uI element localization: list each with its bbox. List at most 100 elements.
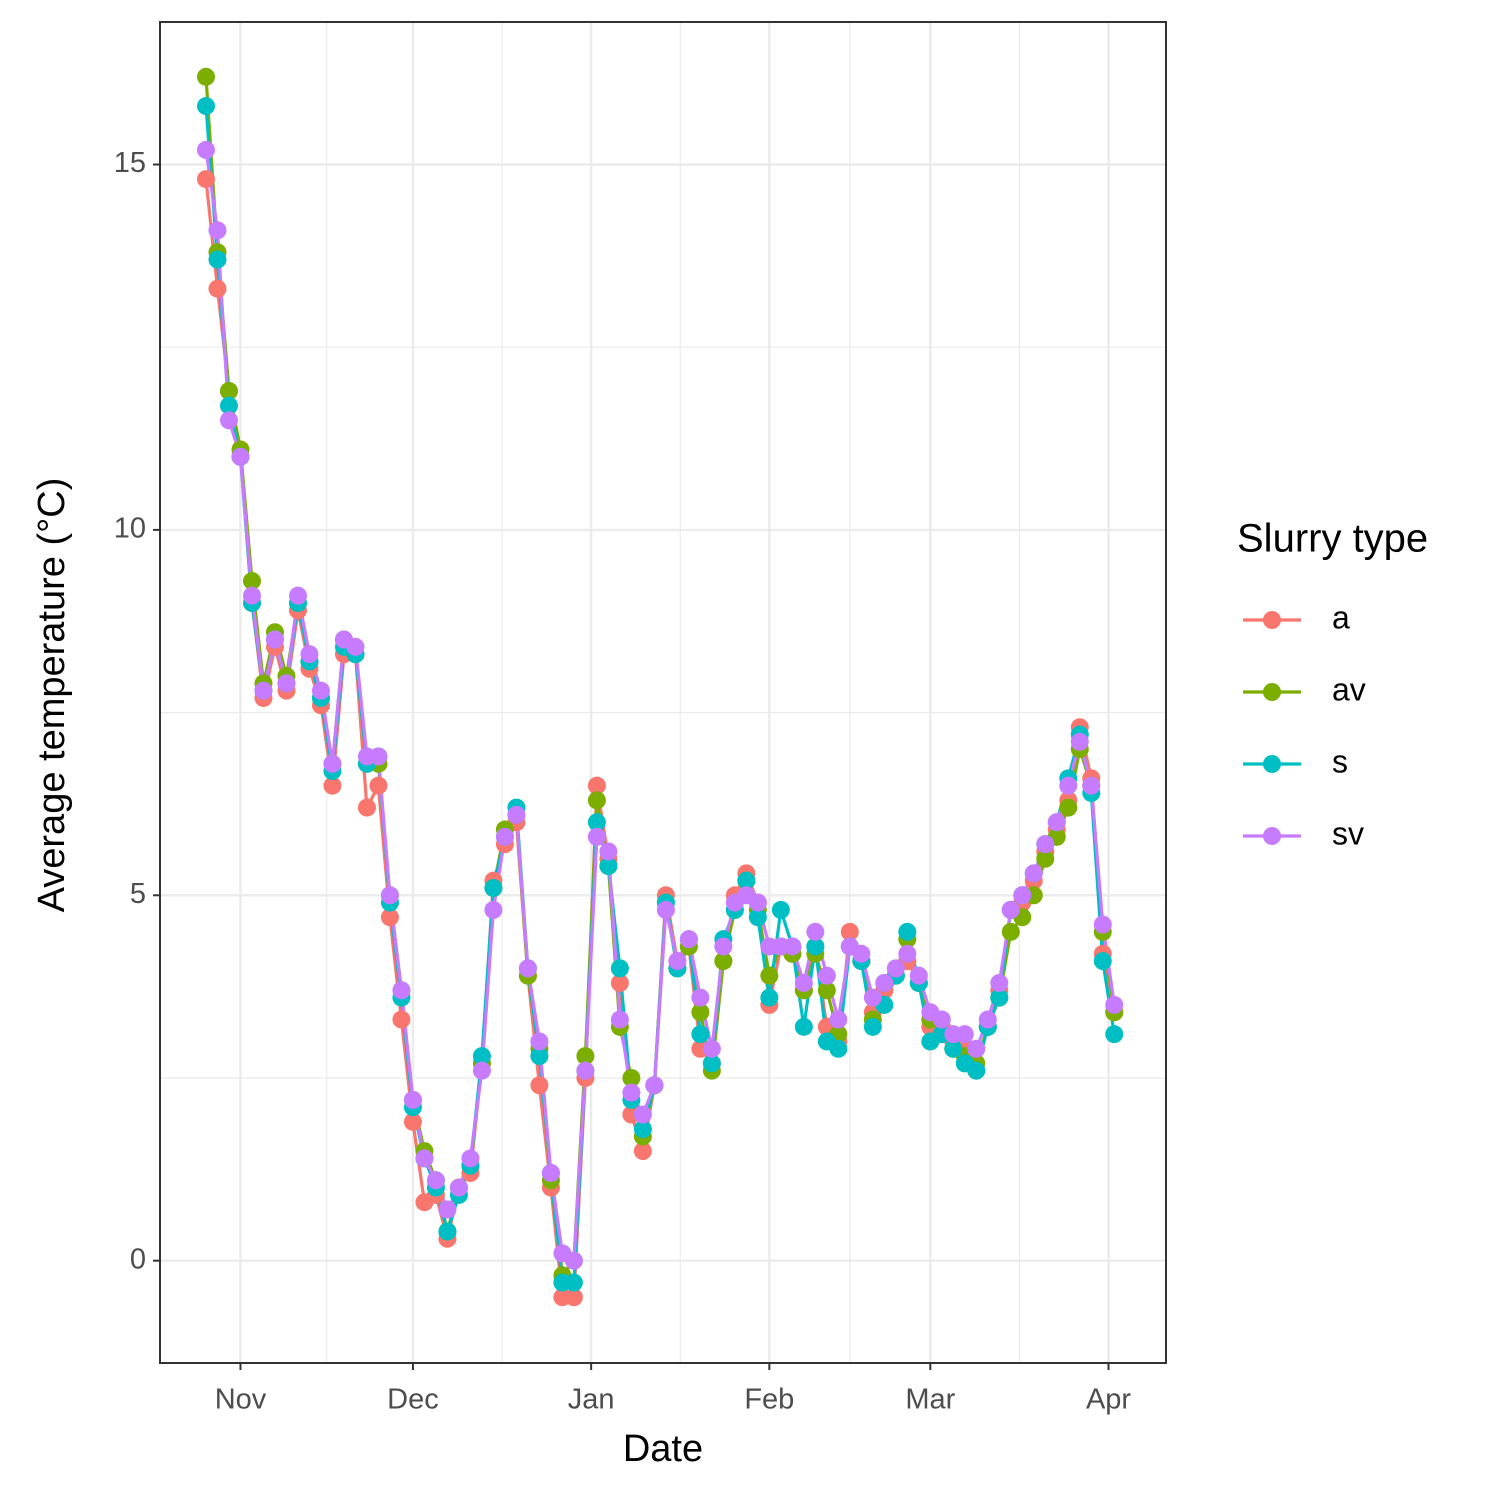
data-point: [196, 97, 215, 116]
data-point: [380, 886, 399, 905]
data-point: [461, 1149, 480, 1168]
data-point: [587, 791, 606, 810]
data-point: [829, 1039, 848, 1058]
legend-key-point: [1263, 611, 1281, 629]
x-tick-label: Apr: [1086, 1384, 1131, 1416]
data-point: [541, 1163, 560, 1182]
data-point: [357, 798, 376, 817]
data-point: [967, 1061, 986, 1080]
data-point: [760, 966, 779, 985]
data-point: [587, 827, 606, 846]
data-point: [438, 1200, 457, 1219]
data-point: [748, 893, 767, 912]
data-point: [530, 1047, 549, 1066]
data-point: [1036, 835, 1055, 854]
data-point: [898, 944, 917, 963]
data-point: [702, 1039, 721, 1058]
y-axis-title: Average temperature (°C): [31, 478, 73, 913]
data-point: [587, 813, 606, 832]
data-point: [530, 1076, 549, 1095]
panel-border: [159, 21, 1167, 1364]
data-point: [679, 930, 698, 949]
data-point: [702, 1054, 721, 1073]
data-point: [955, 1025, 974, 1044]
data-point: [254, 681, 273, 700]
data-point: [610, 973, 629, 992]
data-point: [208, 221, 227, 240]
data-point: [242, 572, 261, 591]
data-point: [576, 1061, 595, 1080]
data-point: [576, 1047, 595, 1066]
data-point: [277, 674, 296, 693]
data-point: [208, 250, 227, 269]
data-point: [806, 937, 825, 956]
data-point: [863, 1017, 882, 1036]
data-point: [1001, 900, 1020, 919]
data-point: [196, 140, 215, 159]
data-point: [783, 937, 802, 956]
data-point: [645, 1076, 664, 1095]
data-point: [817, 966, 836, 985]
data-point: [518, 959, 537, 978]
data-point: [967, 1039, 986, 1058]
data-point: [840, 922, 859, 941]
data-point: [852, 944, 871, 963]
legend-label: a: [1332, 599, 1350, 635]
x-tick-label: Feb: [744, 1384, 794, 1416]
data-point: [898, 922, 917, 941]
data-point: [771, 900, 790, 919]
data-point: [668, 952, 687, 971]
data-point: [288, 586, 307, 605]
grid: [160, 22, 1166, 1363]
data-point: [392, 1010, 411, 1029]
x-tick-label: Nov: [215, 1384, 267, 1416]
data-point: [346, 637, 365, 656]
data-point: [449, 1178, 468, 1197]
data-point: [1093, 952, 1112, 971]
data-point: [1013, 886, 1032, 905]
x-axis-title: Date: [623, 1428, 703, 1470]
data-point: [622, 1068, 641, 1087]
panel-background: [160, 22, 1166, 1363]
data-point: [610, 1010, 629, 1029]
data-point: [1093, 915, 1112, 934]
data-point: [633, 1120, 652, 1139]
data-point: [438, 1222, 457, 1241]
data-point: [196, 67, 215, 86]
data-point: [714, 937, 733, 956]
legend-key-point: [1263, 827, 1281, 845]
data-point: [242, 586, 261, 605]
data-point: [737, 871, 756, 890]
data-point: [599, 857, 618, 876]
data-point: [369, 747, 388, 766]
data-point: [530, 1032, 549, 1051]
data-point: [415, 1149, 434, 1168]
data-point: [691, 988, 710, 1007]
data-point: [714, 952, 733, 971]
data-point: [1105, 995, 1124, 1014]
legend-label: sv: [1332, 815, 1364, 851]
axes: 0 5 10 15 Nov Dec Jan Feb Mar Apr: [114, 147, 1132, 1415]
data-point: [1001, 922, 1020, 941]
data-point: [829, 1010, 848, 1029]
data-point: [564, 1273, 583, 1292]
data-point: [806, 922, 825, 941]
legend: Slurry type a av s sv: [1237, 517, 1428, 852]
data-point: [472, 1061, 491, 1080]
data-point: [599, 842, 618, 861]
data-point: [944, 1039, 963, 1058]
data-point: [472, 1047, 491, 1066]
data-point: [794, 1017, 813, 1036]
data-point: [219, 382, 238, 401]
data-point: [380, 908, 399, 927]
data-point: [863, 988, 882, 1007]
plot-area: [196, 67, 1124, 1307]
data-point: [323, 776, 342, 795]
x-tick-label: Mar: [905, 1384, 955, 1416]
data-point: [886, 959, 905, 978]
data-point: [691, 1003, 710, 1022]
data-point: [1024, 864, 1043, 883]
data-point: [484, 878, 503, 897]
data-point: [564, 1251, 583, 1270]
